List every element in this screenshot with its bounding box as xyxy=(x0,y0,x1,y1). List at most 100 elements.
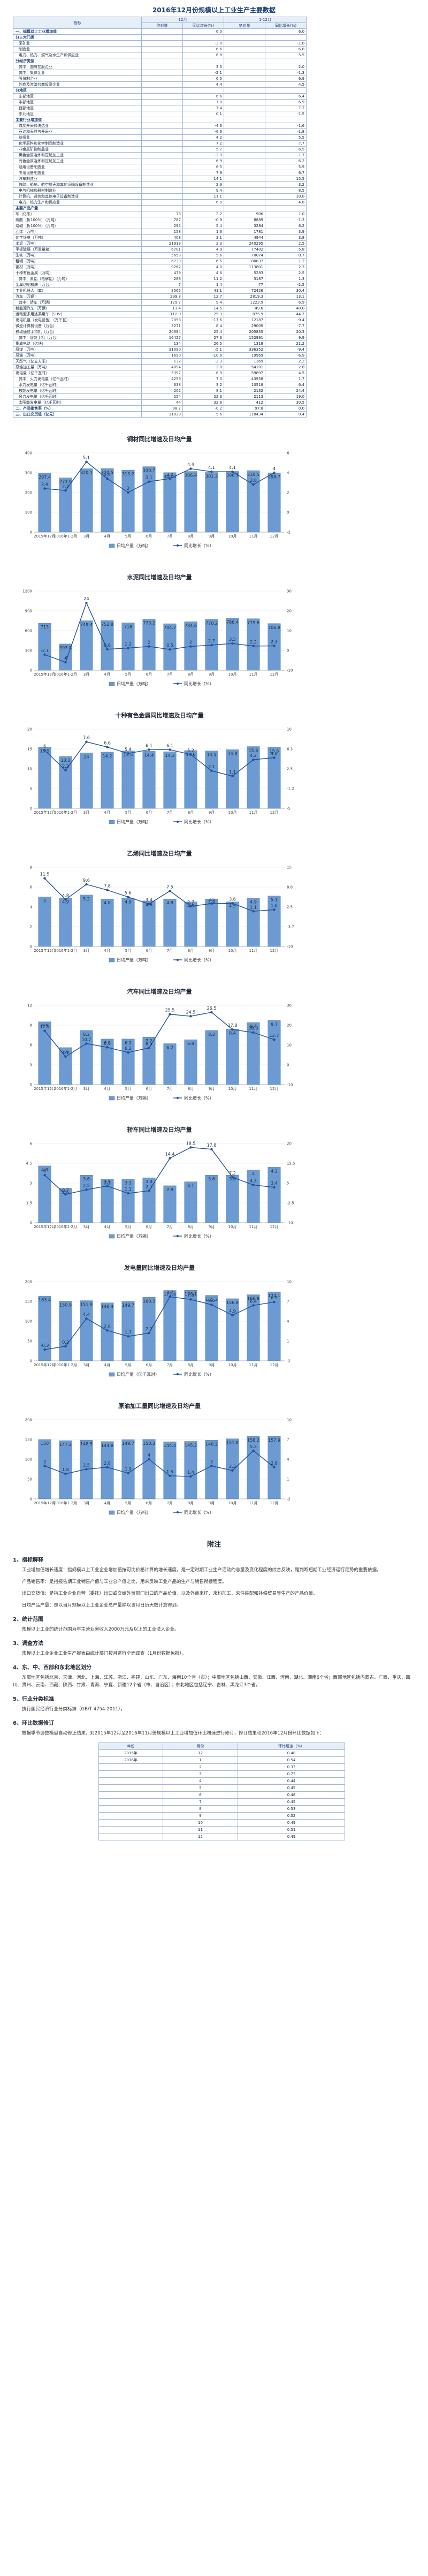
row-month-abs xyxy=(141,199,183,206)
chart-point-label: 5.2 xyxy=(187,748,194,753)
row-month-abs xyxy=(141,187,183,194)
chart-bar-label: 4.9 xyxy=(125,899,132,904)
row-month-abs xyxy=(141,93,183,100)
charts-container: 钢材同比增速及日均产量 0 -2 100 0 200 2 300 4 400 6 297.4 2015年… xyxy=(6,431,422,1522)
row-month-abs: 16427 xyxy=(141,335,183,341)
chart-right-tick: -10 xyxy=(287,669,293,673)
index-month: 11 xyxy=(163,1826,238,1833)
chart-x-tick: 4月 xyxy=(104,810,110,815)
chart-bar xyxy=(59,478,72,533)
row-ytd-growth: 6.9 xyxy=(265,99,307,105)
document-page: 2016年12月份规模以上工业生产主要数据 指标 12月 1-12月 绝对量 同… xyxy=(6,6,422,1840)
row-indicator: 发电机组（发电设备）（万千瓦） xyxy=(13,317,142,323)
row-month-abs: 73 xyxy=(141,211,183,217)
chart-bar xyxy=(226,1298,239,1361)
chart-point-label: 1.9 xyxy=(125,1467,132,1472)
chart-point-label: 0.6 xyxy=(104,643,111,648)
chart-bar xyxy=(268,896,281,947)
notes-section: 附注 1、指标解释 工业增加值增长速度：指规模以上工业企业增加值按可比价格计算的增… xyxy=(6,1539,422,1840)
legend-bar-label: 日均产量（万吨） xyxy=(117,819,151,824)
chart-bar xyxy=(184,750,197,809)
chart-bar xyxy=(205,472,218,533)
chart-x-tick: 4月 xyxy=(104,534,110,539)
chart-x-tick: 3月 xyxy=(83,949,89,953)
chart-title: 发电量同比增速及日均产量 xyxy=(124,1264,195,1271)
row-indicator: 非金属矿物制品业 xyxy=(13,146,142,153)
row-ytd-abs: 4944 xyxy=(224,234,266,241)
chart-bar-label: 14.5 xyxy=(124,753,133,757)
row-ytd-growth: 10.0 xyxy=(265,193,307,200)
chart-left-tick: 0 xyxy=(30,1221,32,1225)
row-indicator: 钢材（万吨） xyxy=(13,264,142,270)
chart-bar-label: 3.1 xyxy=(187,1184,194,1188)
chart-point xyxy=(231,902,234,905)
row-month-growth: 6.5 xyxy=(182,164,225,170)
chart-bar-label: 779.8 xyxy=(247,620,259,625)
table-row: 原油（万吨） 1690 -10.6 19969 -6.9 xyxy=(13,352,307,359)
row-ytd-growth: 30.5 xyxy=(265,399,307,406)
chart-right-tick: 2.5 xyxy=(287,767,293,771)
chart-bar xyxy=(247,1436,260,1499)
chart-left-tick: 6 xyxy=(30,885,33,890)
chart-point xyxy=(106,1329,109,1332)
chart-point-label: 4 xyxy=(273,466,276,471)
chart-point-label: 8.8 xyxy=(104,1041,111,1045)
row-ytd-abs xyxy=(224,117,266,123)
row-month-abs xyxy=(141,105,183,111)
chart-point-label: 6.2 xyxy=(125,1046,132,1051)
chart-point xyxy=(252,1304,255,1307)
notes-paragraph: 产品销售率：是指报告期工业销售产值与工业总产值之比，用来反映工业产品的生产与销售… xyxy=(22,1579,227,1585)
row-ytd-abs xyxy=(224,164,266,170)
row-ytd-abs xyxy=(224,181,266,188)
chart-right-tick: -10 xyxy=(287,945,293,949)
row-ytd-growth: 5.8 xyxy=(265,246,307,253)
chart-point xyxy=(64,1345,67,1348)
chart-x-tick: 12月 xyxy=(270,949,279,953)
row-indicator: 粗钢（万吨） xyxy=(13,258,142,264)
chart-x-tick: 11月 xyxy=(249,810,258,815)
row-indicator: 分经济类型 xyxy=(13,58,142,64)
chart-point-label: 16.3 xyxy=(249,1026,258,1031)
chart-left-tick: 150 xyxy=(25,1438,32,1442)
chart-bar xyxy=(205,1440,218,1499)
chart-svg: 发电量同比增速及日均产量 0 -2 50 1 100 4 150 7 200 10 163.4 2015… xyxy=(25,1264,292,1377)
chart-point xyxy=(127,1051,129,1054)
chart-bar xyxy=(268,1167,281,1223)
chart-bar xyxy=(80,1175,93,1223)
index-value: 0.33 xyxy=(238,1763,345,1771)
row-month-abs xyxy=(141,75,183,82)
index-year xyxy=(98,1798,163,1806)
chart-bar-label: 15.5 xyxy=(270,748,279,753)
chart-point-label: 17.8 xyxy=(207,1143,217,1148)
row-month-growth: -2.1 xyxy=(182,70,225,76)
row-ytd-abs: 1223.9 xyxy=(224,299,266,306)
chart-point xyxy=(231,1469,234,1472)
chart-point xyxy=(252,1184,255,1186)
row-month-abs: 21913 xyxy=(141,240,183,247)
chart-right-tick: 1 xyxy=(287,1478,289,1482)
chart-x-tick: 2015年12月 xyxy=(34,948,56,953)
index-header-month: 月份 xyxy=(163,1742,238,1750)
row-ytd-growth: 6.2 xyxy=(265,223,307,229)
chart-x-tick: 2015年12月 xyxy=(34,1501,56,1505)
row-indicator: 移动通信手持机（万台） xyxy=(13,329,142,335)
chart-point xyxy=(43,1348,46,1351)
row-month-abs: 408 xyxy=(141,234,183,241)
row-ytd-abs: 97.8 xyxy=(224,405,266,412)
chart-series-line xyxy=(44,461,274,493)
row-ytd-growth: 20.3 xyxy=(265,329,307,335)
chart-point-label: 3.4 xyxy=(271,1181,278,1186)
chart-bar-label: 734.6 xyxy=(185,623,197,628)
row-indicator: 主要行业增加值 xyxy=(13,117,142,123)
chart-bar xyxy=(80,753,93,809)
chart-bar xyxy=(184,1290,197,1361)
chart-point xyxy=(106,889,109,891)
chart-point-label: 7.2 xyxy=(229,1171,236,1176)
chart-bar-label: 149.7 xyxy=(122,1441,134,1446)
table-row: 纺织业 4.2 5.5 xyxy=(13,134,307,141)
chart-bar xyxy=(226,471,239,533)
chart-bar-label: 4.9 xyxy=(62,899,69,904)
chart-left-tick: 200 xyxy=(25,491,32,495)
chart-point-label: 2 xyxy=(148,640,150,645)
chart-bar xyxy=(184,901,197,947)
